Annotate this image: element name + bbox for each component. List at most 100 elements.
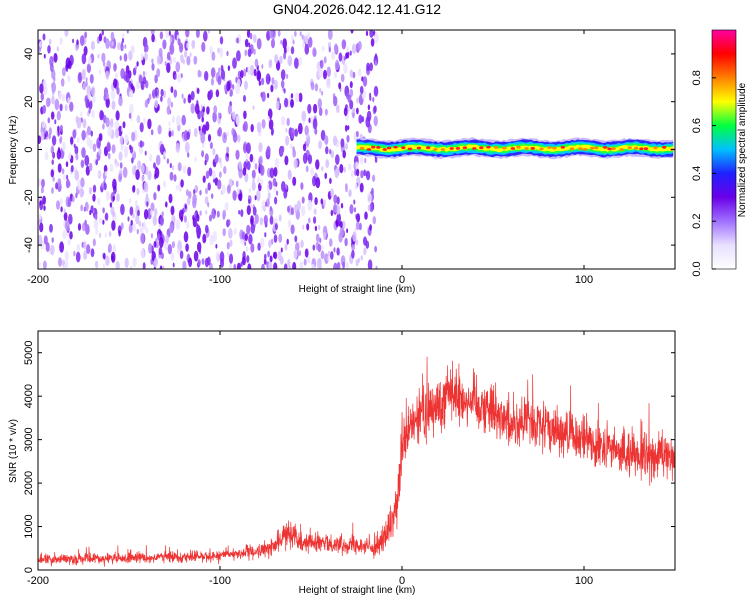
noise-speck xyxy=(235,149,240,160)
noise-speck xyxy=(160,215,164,226)
noise-speck xyxy=(117,42,121,51)
noise-speck xyxy=(331,51,335,61)
noise-speck xyxy=(76,39,79,46)
noise-speck xyxy=(143,181,149,193)
noise-speck xyxy=(247,66,251,75)
noise-speck xyxy=(218,112,220,118)
noise-speck xyxy=(181,114,186,126)
noise-speck xyxy=(349,50,352,56)
noise-speck xyxy=(83,46,88,56)
noise-speck xyxy=(195,30,200,38)
noise-speck xyxy=(301,205,306,217)
noise-speck xyxy=(111,41,114,47)
noise-speck xyxy=(325,159,330,169)
noise-speck xyxy=(333,71,337,79)
noise-speck xyxy=(67,238,71,246)
noise-speck xyxy=(105,170,108,177)
noise-speck xyxy=(246,224,251,235)
noise-speck xyxy=(259,165,265,176)
noise-speck xyxy=(88,187,92,195)
noise-speck xyxy=(242,68,247,77)
signal-peak xyxy=(493,146,499,149)
signal-peak xyxy=(426,146,431,150)
noise-speck xyxy=(160,95,163,102)
noise-speck xyxy=(111,100,116,110)
noise-speck xyxy=(228,253,234,264)
noise-speck xyxy=(186,55,191,66)
noise-speck xyxy=(252,105,255,110)
y-tick-label: 0 xyxy=(23,146,35,152)
noise-speck xyxy=(101,182,104,189)
noise-speck xyxy=(177,162,182,172)
noise-speck xyxy=(338,52,343,62)
noise-speck xyxy=(168,121,171,127)
noise-speck xyxy=(97,198,101,206)
noise-speck xyxy=(60,78,65,87)
noise-speck xyxy=(286,74,289,79)
noise-speck xyxy=(257,242,261,251)
noise-speck xyxy=(42,195,46,205)
noise-speck xyxy=(64,219,70,232)
noise-speck xyxy=(125,65,130,74)
colorbar-tick-label: 0.0 xyxy=(691,261,703,276)
noise-speck xyxy=(367,195,371,202)
noise-speck xyxy=(306,223,310,231)
signal-peak xyxy=(662,145,667,149)
noise-speck xyxy=(335,154,340,166)
noise-speck xyxy=(355,239,359,246)
noise-speck xyxy=(102,219,105,225)
noise-speck xyxy=(140,164,145,174)
noise-speck xyxy=(111,144,116,154)
noise-speck xyxy=(298,56,303,66)
noise-speck xyxy=(105,92,109,100)
noise-speck xyxy=(364,211,368,220)
noise-speck xyxy=(320,129,326,141)
noise-speck xyxy=(182,165,187,174)
noise-speck xyxy=(237,134,241,143)
noise-speck xyxy=(353,199,356,205)
noise-speck xyxy=(215,251,220,262)
noise-speck xyxy=(312,47,317,58)
noise-speck xyxy=(139,140,143,148)
noise-speck xyxy=(212,148,216,156)
noise-speck xyxy=(39,145,42,152)
noise-speck xyxy=(95,260,99,269)
noise-speck xyxy=(375,265,378,269)
noise-speck xyxy=(372,216,376,225)
noise-speck xyxy=(245,245,249,253)
y-tick-label: -40 xyxy=(23,237,35,253)
noise-speck xyxy=(85,77,88,82)
noise-speck xyxy=(275,101,280,110)
noise-speck xyxy=(254,58,259,68)
noise-speck xyxy=(359,85,364,95)
noise-speck xyxy=(208,167,213,177)
noise-speck xyxy=(129,206,134,216)
noise-speck xyxy=(187,196,191,206)
noise-speck xyxy=(58,257,62,267)
colorbar-label: Normalized spectral amplitude xyxy=(737,82,748,217)
noise-speck xyxy=(312,175,317,187)
noise-speck xyxy=(373,85,379,97)
noise-speck xyxy=(177,248,180,255)
noise-speck xyxy=(349,204,354,215)
noise-speck xyxy=(120,203,125,216)
noise-speck xyxy=(121,37,125,44)
y-tick-label: 40 xyxy=(23,48,35,60)
noise-speck xyxy=(42,33,46,41)
noise-speck xyxy=(321,91,324,96)
noise-speck xyxy=(64,30,69,37)
noise-speck xyxy=(315,159,320,170)
noise-speck xyxy=(59,241,64,253)
noise-speck xyxy=(218,67,221,73)
colorbar-gradient xyxy=(712,30,736,269)
noise-speck xyxy=(187,152,190,158)
noise-speck xyxy=(154,89,158,97)
noise-speck xyxy=(207,134,212,142)
colorbar-tick-label: 0.8 xyxy=(691,70,703,85)
noise-speck xyxy=(360,170,364,179)
noise-speck xyxy=(233,227,237,236)
noise-speck xyxy=(50,169,54,178)
noise-speck xyxy=(298,250,302,257)
noise-speck xyxy=(246,161,251,171)
noise-speck xyxy=(311,263,315,269)
